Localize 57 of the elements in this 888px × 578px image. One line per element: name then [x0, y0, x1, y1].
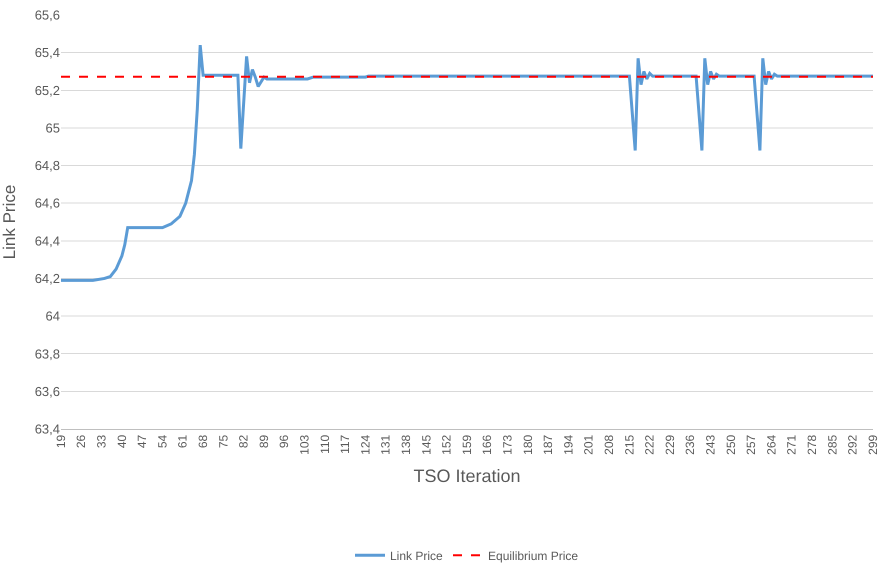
y-tick-label: 64,6 — [34, 196, 60, 211]
y-tick-label: 65,6 — [34, 8, 60, 23]
x-tick-label: 89 — [256, 434, 271, 448]
x-tick-label: 257 — [744, 434, 758, 455]
x-tick-label: 124 — [358, 434, 372, 455]
x-axis-title: TSO Iteration — [413, 466, 521, 486]
x-tick-label: 61 — [176, 434, 190, 448]
x-tick-label: 264 — [764, 434, 778, 455]
x-tick-label: 152 — [440, 434, 454, 455]
y-tick-label: 64,8 — [34, 158, 60, 174]
x-tick-label: 19 — [54, 434, 68, 448]
x-tick-label: 187 — [541, 434, 556, 455]
x-tick-label: 292 — [846, 434, 860, 455]
x-tick-label: 138 — [399, 434, 413, 455]
x-tick-label: 40 — [114, 434, 129, 448]
x-tick-label: 26 — [74, 434, 88, 448]
y-axis-title: Link Price — [0, 184, 19, 260]
y-tick-label: 65 — [46, 120, 60, 136]
x-tick-label: 285 — [825, 434, 840, 455]
x-tick-label: 33 — [94, 434, 108, 448]
x-tick-label: 47 — [135, 434, 150, 448]
legend-label: Link Price — [390, 548, 444, 563]
x-tick-label: 110 — [318, 434, 332, 454]
x-tick-label: 54 — [155, 434, 170, 448]
y-tick-label: 63,6 — [34, 384, 60, 399]
x-tick-label: 215 — [622, 434, 636, 455]
y-tick-label: 64,2 — [34, 271, 60, 286]
y-tick-label: 65,2 — [34, 82, 60, 98]
x-tick-label: 96 — [277, 434, 292, 448]
x-tick-label: 222 — [642, 434, 657, 455]
y-tick-label: 64,4 — [34, 233, 60, 248]
x-tick-label: 194 — [561, 434, 576, 455]
x-tick-label: 75 — [216, 434, 230, 448]
x-tick-label: 117 — [338, 434, 352, 454]
x-tick-label: 82 — [236, 434, 251, 448]
x-tick-label: 271 — [784, 434, 799, 455]
x-tick-label: 173 — [500, 434, 514, 455]
x-tick-label: 243 — [704, 434, 718, 455]
x-tick-label: 208 — [602, 434, 616, 455]
x-tick-label: 166 — [480, 434, 494, 455]
y-tick-label: 64 — [46, 308, 60, 324]
x-tick-label: 103 — [298, 434, 312, 455]
x-tick-label: 236 — [683, 434, 698, 455]
x-tick-label: 278 — [805, 434, 819, 455]
x-tick-label: 145 — [419, 434, 434, 455]
x-tick-label: 250 — [724, 434, 738, 455]
y-tick-label: 63,4 — [34, 422, 60, 437]
x-tick-label: 68 — [196, 434, 210, 448]
y-tick-label: 63,8 — [34, 346, 60, 362]
x-tick-label: 180 — [520, 434, 535, 455]
x-tick-label: 299 — [866, 434, 880, 455]
x-tick-label: 201 — [582, 434, 596, 455]
legend-label: Equilibrium Price — [488, 548, 578, 563]
x-tick-label: 159 — [460, 434, 474, 455]
x-tick-label: 229 — [662, 434, 677, 455]
x-tick-label: 131 — [378, 434, 393, 455]
y-tick-label: 65,4 — [34, 45, 60, 60]
